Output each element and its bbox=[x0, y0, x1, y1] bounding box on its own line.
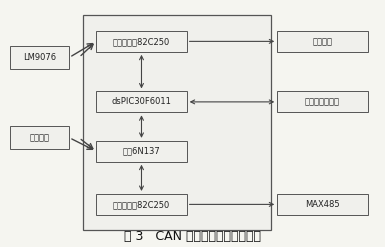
Text: 隔离电源: 隔离电源 bbox=[30, 133, 49, 142]
Bar bbox=[96, 91, 187, 112]
Text: LM9076: LM9076 bbox=[23, 53, 56, 62]
Text: 图 3   CAN 网关硬件设计系统框图: 图 3 CAN 网关硬件设计系统框图 bbox=[124, 230, 261, 243]
Bar bbox=[277, 31, 368, 52]
Bar bbox=[96, 141, 187, 162]
Text: 总线驱动器82C250: 总线驱动器82C250 bbox=[113, 200, 170, 209]
Text: dsPIC30F6011: dsPIC30F6011 bbox=[112, 97, 171, 106]
Bar bbox=[277, 194, 368, 215]
Bar bbox=[83, 15, 271, 230]
Text: 键盘接口: 键盘接口 bbox=[313, 37, 332, 46]
Text: 液晶显示器接口: 液晶显示器接口 bbox=[305, 97, 340, 106]
Bar bbox=[96, 194, 187, 215]
Bar bbox=[10, 126, 69, 149]
Text: 光耦6N137: 光耦6N137 bbox=[122, 147, 161, 156]
Bar bbox=[277, 91, 368, 112]
Bar bbox=[10, 46, 69, 69]
Bar bbox=[96, 31, 187, 52]
Text: 总线驱动器82C250: 总线驱动器82C250 bbox=[113, 37, 170, 46]
Text: MAX485: MAX485 bbox=[305, 200, 340, 209]
